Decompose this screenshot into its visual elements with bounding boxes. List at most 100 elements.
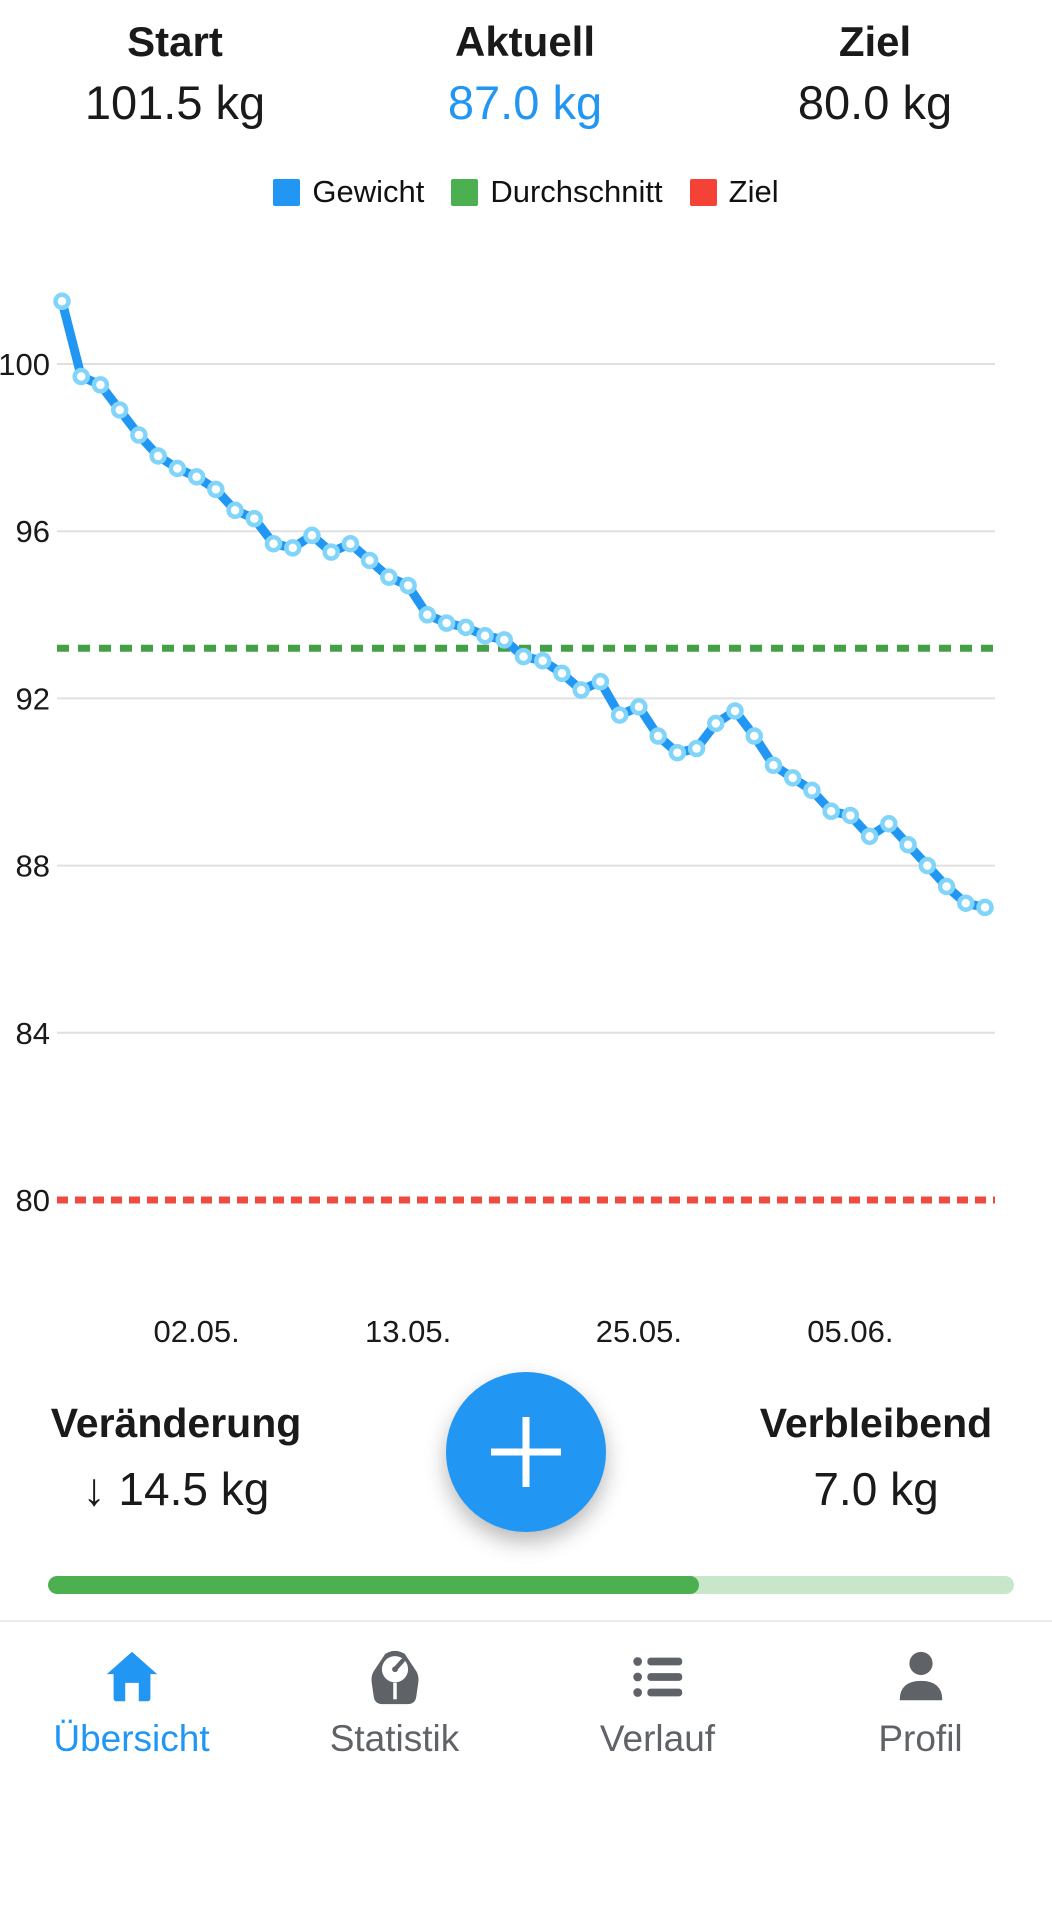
x-axis-tick-label: 02.05.: [154, 1314, 240, 1349]
data-point-marker: [803, 781, 821, 800]
remaining-value: 7.0 kg: [813, 1463, 939, 1515]
stats-header: Start 101.5 kg Aktuell 87.0 kg Ziel 80.0…: [0, 14, 1052, 134]
change-value: ↓ 14.5 kg: [82, 1463, 270, 1515]
tab-profil[interactable]: Profil: [789, 1622, 1052, 1804]
data-point-marker: [899, 835, 917, 854]
tab-label: Statistik: [329, 1718, 460, 1759]
x-axis-tick-label: 05.06.: [807, 1314, 893, 1349]
data-point-marker: [630, 698, 648, 716]
y-axis-tick-label: 96: [16, 514, 50, 549]
data-point-marker: [399, 576, 417, 595]
remaining-label: Verbleibend: [759, 1400, 993, 1446]
legend-label: Gewicht: [312, 174, 425, 209]
data-point-marker: [764, 756, 783, 775]
data-point-marker: [72, 367, 90, 386]
tab-label: Verlauf: [599, 1718, 716, 1759]
data-point-marker: [226, 501, 244, 520]
tab-statistik[interactable]: Statistik: [263, 1622, 526, 1804]
y-axis-tick-label: 84: [16, 1016, 50, 1051]
data-point-marker: [610, 706, 629, 724]
legend-label: Durchschnitt: [490, 174, 663, 209]
change-label: Veränderung: [50, 1400, 302, 1446]
data-point-marker: [437, 614, 456, 632]
stat-current-value: 87.0 kg: [447, 76, 603, 129]
stat-current-label: Aktuell: [454, 18, 596, 65]
tab-label: Profil: [878, 1718, 963, 1759]
data-point-marker: [360, 551, 379, 570]
gewicht-swatch-icon: [273, 178, 301, 206]
stat-start-label: Start: [127, 18, 223, 65]
data-point-marker: [380, 568, 398, 586]
data-point-marker: [591, 672, 610, 691]
home-icon: [106, 1651, 157, 1702]
data-point-marker: [918, 856, 937, 875]
data-point-marker: [860, 827, 879, 846]
ziel-swatch-icon: [689, 178, 717, 206]
weight-line-chart[interactable]: 100 96 92 88 84 80 02.05. 13.05. 25.05. 05.06.: [0, 230, 1052, 1370]
y-axis-tick-label: 88: [16, 849, 50, 884]
navbar-divider: [0, 1620, 1052, 1622]
data-point-marker: [937, 877, 956, 896]
stat-current: Aktuell 87.0 kg: [350, 14, 700, 134]
stat-goal-value: 80.0 kg: [797, 76, 953, 129]
x-axis-tick-label: 25.05.: [596, 1314, 682, 1349]
tab-verlauf[interactable]: Verlauf: [526, 1622, 789, 1804]
stat-goal-label: Ziel: [838, 18, 912, 65]
data-point-marker: [53, 292, 71, 311]
change-summary: Veränderung ↓ 14.5 kg: [0, 1398, 352, 1520]
data-point-marker: [457, 618, 475, 637]
data-point-marker: [880, 815, 898, 833]
data-point-marker: [149, 447, 167, 465]
add-weight-button[interactable]: [446, 1372, 606, 1532]
data-point-marker: [187, 468, 206, 486]
tab-label: Übersicht: [53, 1718, 210, 1759]
person-icon: [899, 1651, 942, 1701]
data-point-marker: [726, 702, 744, 720]
list-icon: [632, 1657, 682, 1697]
data-point-marker: [476, 626, 494, 645]
data-point-marker: [976, 898, 994, 917]
plus-icon: [491, 1417, 561, 1487]
data-point-marker: [572, 681, 590, 699]
data-point-marker: [207, 480, 225, 499]
data-point-marker: [649, 727, 667, 745]
data-point-marker: [130, 426, 148, 444]
goal-progress-fill: [48, 1576, 700, 1594]
data-point-marker: [341, 534, 360, 553]
data-point-marker: [783, 769, 802, 787]
stat-start: Start 101.5 kg: [0, 14, 350, 134]
remaining-summary: Verbleibend 7.0 kg: [700, 1398, 1052, 1520]
data-point-marker: [264, 534, 283, 553]
data-point-marker: [418, 606, 437, 624]
chart-legend: Gewicht Durchschnitt Ziel: [0, 174, 1052, 210]
x-axis-tick-label: 13.05.: [365, 1314, 451, 1349]
data-point-marker: [533, 652, 552, 670]
stat-goal: Ziel 80.0 kg: [700, 14, 1050, 134]
tab-uebersicht[interactable]: Übersicht: [0, 1622, 263, 1804]
legend-item-gewicht: Gewicht: [273, 174, 424, 210]
data-point-marker: [707, 714, 725, 733]
data-point-marker: [322, 543, 340, 561]
data-point-marker: [245, 509, 264, 528]
data-point-marker: [168, 459, 187, 478]
data-point-marker: [284, 539, 302, 557]
durchschnitt-swatch-icon: [451, 178, 479, 206]
data-point-marker: [745, 727, 763, 745]
scale-icon: [371, 1650, 418, 1705]
data-point-marker: [91, 376, 110, 394]
legend-label: Ziel: [728, 174, 779, 209]
data-point-marker: [957, 894, 975, 912]
stat-start-value: 101.5 kg: [84, 76, 266, 129]
y-axis-tick-label: 80: [16, 1183, 50, 1218]
data-point-marker: [553, 664, 571, 683]
data-point-marker: [110, 401, 129, 419]
legend-item-ziel: Ziel: [689, 174, 779, 210]
bottom-navbar: Übersicht Statistik Verlauf: [0, 1622, 1052, 1804]
data-point-marker: [495, 631, 514, 649]
legend-item-durchschnitt: Durchschnitt: [451, 174, 663, 210]
y-axis-tick-label: 92: [16, 681, 50, 716]
data-point-marker: [822, 802, 840, 821]
data-point-marker: [514, 647, 533, 666]
y-axis-tick-label: 100: [0, 347, 50, 382]
